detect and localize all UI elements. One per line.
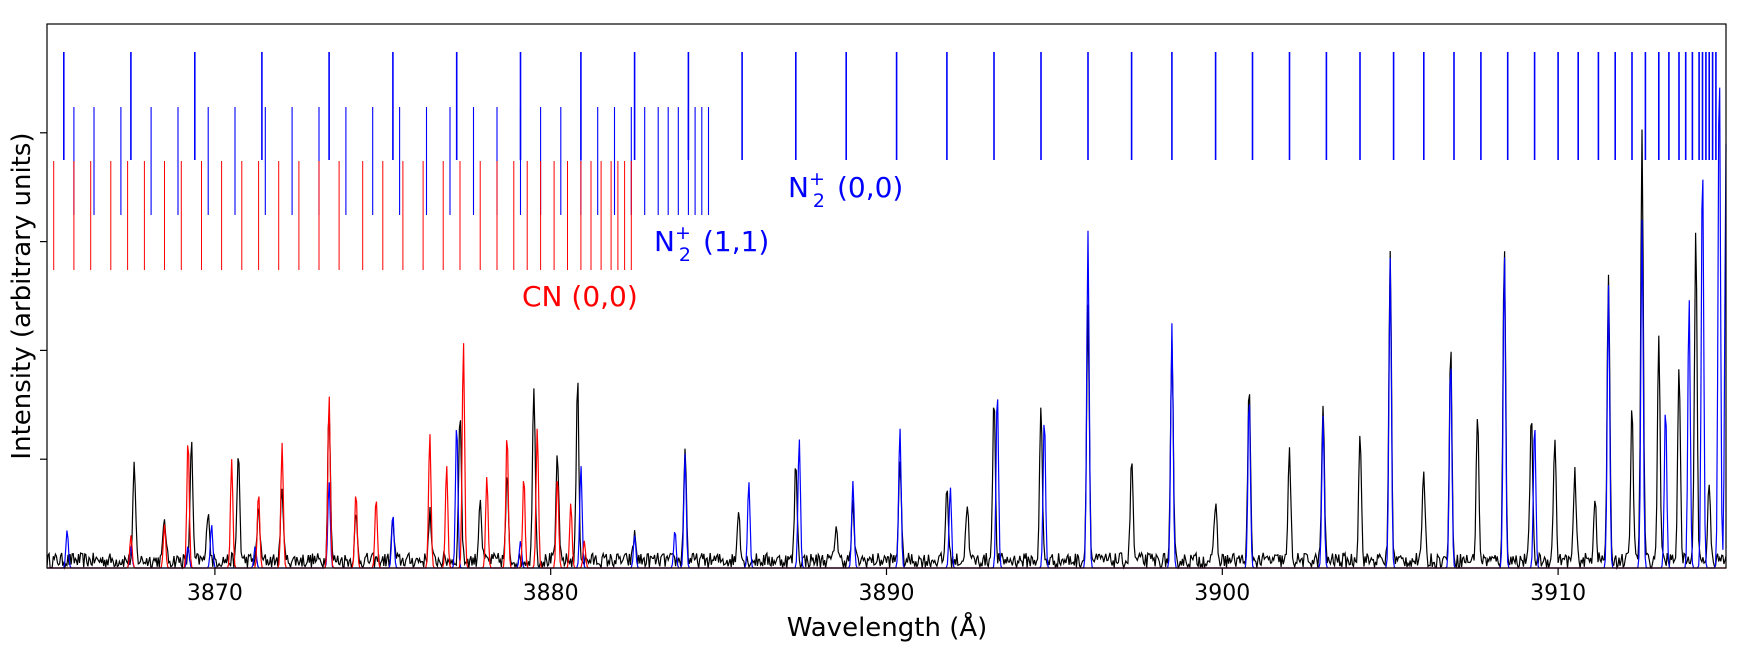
x-tick-label-2: 3890 <box>859 581 915 606</box>
x-tick-label-4: 3910 <box>1530 581 1586 606</box>
x-axis-ticks: 3870 3880 3890 3900 3910 <box>187 568 1586 606</box>
x-tick-label-1: 3880 <box>523 581 579 606</box>
y-axis-ticks <box>40 132 47 460</box>
x-axis-title: Wavelength (Å) <box>787 611 988 643</box>
y-axis-title: Intensity (arbitrary units) <box>7 132 37 459</box>
emission-line-markers <box>53 52 1717 270</box>
x-tick-label-0: 3870 <box>187 581 243 606</box>
x-tick-label-3: 3900 <box>1194 581 1250 606</box>
band-label-cn-00: CN (0,0) <box>522 280 638 313</box>
